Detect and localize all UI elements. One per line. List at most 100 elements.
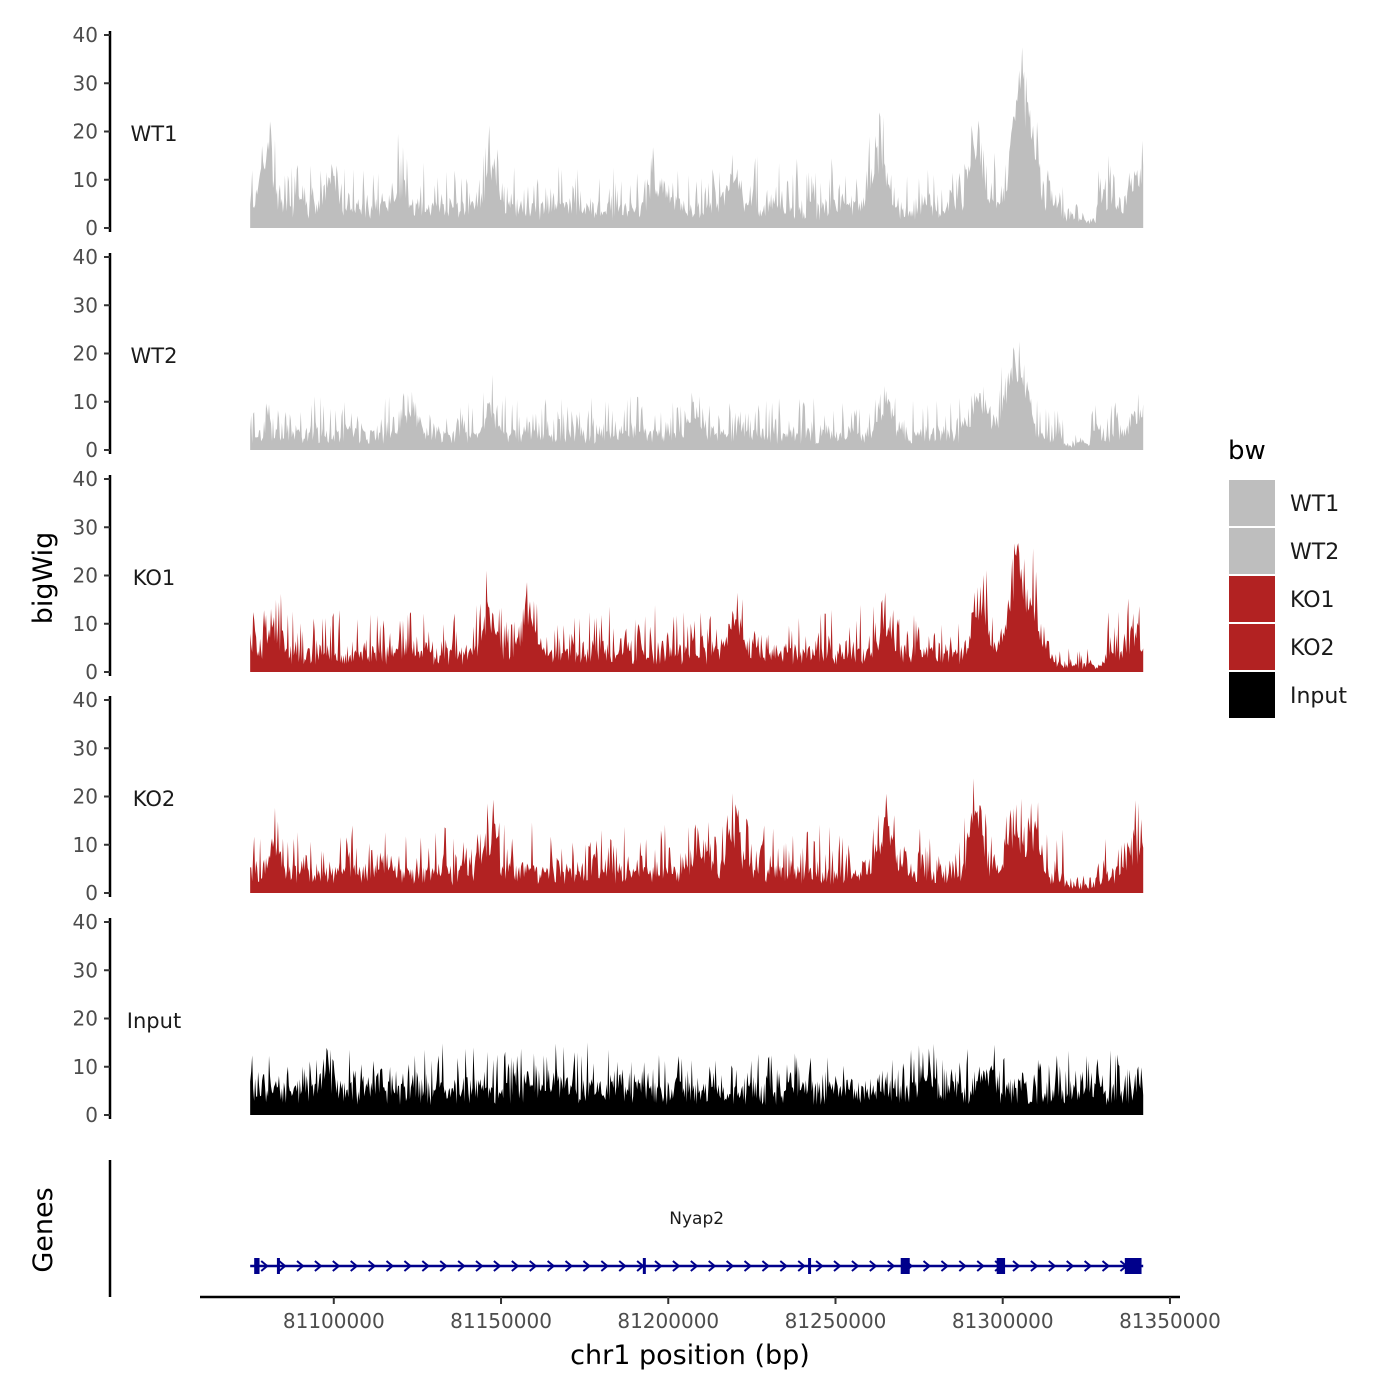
legend-label-wt1: WT1	[1290, 492, 1339, 517]
strand-arrow	[940, 1260, 949, 1272]
y-tick-label: 20	[73, 120, 98, 144]
track-label-wt2: WT2	[131, 344, 178, 368]
strand-arrow	[1012, 1260, 1021, 1272]
legend-label-ko1: KO1	[1290, 588, 1335, 613]
y-tick-label: 40	[73, 688, 98, 712]
exon	[1124, 1258, 1142, 1274]
y-tick-label: 40	[73, 23, 98, 47]
exon	[254, 1258, 260, 1274]
strand-arrow	[564, 1260, 574, 1272]
exon	[276, 1258, 280, 1274]
y-tick-label: 0	[85, 1103, 98, 1127]
gene-name-label: Nyap2	[669, 1209, 724, 1229]
y-tick-label: 0	[85, 438, 98, 462]
strand-arrow	[851, 1260, 860, 1272]
strand-arrow	[278, 1260, 287, 1272]
y-tick-label: 40	[73, 467, 98, 491]
track-input: 0 10 20 30 40 Input	[73, 910, 1144, 1127]
x-axis: 81100000 81150000 81200000 81250000 81300000…	[200, 1295, 1221, 1333]
x-tick-label: 81250000	[785, 1309, 887, 1333]
strand-arrow	[439, 1260, 448, 1272]
y-tick-label: 10	[73, 168, 98, 192]
track-ko2: 0 10 20 30 40 KO2	[73, 688, 1144, 905]
y-tick-label: 0	[85, 881, 98, 905]
strand-arrow	[672, 1260, 681, 1272]
y-tick-label: 10	[73, 612, 98, 636]
legend-label-input: Input	[1290, 684, 1347, 709]
track-ko1: 0 10 20 30 40 KO1	[73, 467, 1144, 684]
y-tick-label: 10	[73, 833, 98, 857]
y-tick-label: 40	[73, 245, 98, 269]
coverage-area-input	[250, 1042, 1144, 1115]
strand-arrow	[958, 1260, 967, 1272]
x-tick-label: 81100000	[283, 1309, 385, 1333]
track-label-input: Input	[127, 1009, 181, 1033]
genes-axis-title: Genes	[28, 1187, 59, 1272]
strand-arrow	[493, 1260, 502, 1272]
exon	[808, 1258, 812, 1274]
legend: bw WT1 WT2 KO1 KO2 Input	[1228, 436, 1347, 718]
strand-arrow	[922, 1260, 932, 1272]
strand-arrow	[1083, 1260, 1093, 1272]
track-label-wt1: WT1	[131, 122, 178, 146]
strand-arrow	[779, 1260, 788, 1272]
strand-arrow	[797, 1260, 806, 1272]
exon	[900, 1258, 910, 1274]
exon	[996, 1258, 1006, 1274]
legend-title: bw	[1228, 436, 1266, 466]
y-tick-label: 30	[73, 958, 98, 982]
strand-arrow	[1066, 1260, 1075, 1272]
x-tick-label: 81150000	[450, 1309, 552, 1333]
y-tick-label: 20	[73, 564, 98, 588]
strand-arrow	[314, 1260, 323, 1272]
strand-arrow	[690, 1260, 699, 1272]
legend-label-wt2: WT2	[1290, 540, 1339, 565]
y-tick-label: 40	[73, 910, 98, 934]
strand-arrow	[546, 1260, 556, 1272]
y-tick-label: 20	[73, 1007, 98, 1031]
x-axis-title: chr1 position (bp)	[570, 1340, 810, 1371]
strand-arrow	[887, 1260, 896, 1272]
strand-arrow	[296, 1260, 305, 1272]
gene-panel: Nyap2	[108, 1160, 1144, 1297]
y-tick-label: 10	[73, 1055, 98, 1079]
strand-arrow	[976, 1260, 985, 1272]
strand-arrow	[654, 1260, 663, 1272]
legend-swatch-wt1	[1229, 480, 1275, 526]
legend-swatch-input	[1229, 672, 1275, 718]
legend-label-ko2: KO2	[1290, 636, 1335, 661]
track-label-ko2: KO2	[133, 787, 176, 811]
strand-arrow	[529, 1260, 538, 1272]
strand-arrow	[260, 1260, 269, 1272]
strand-arrow	[350, 1260, 359, 1272]
legend-swatch-ko1	[1229, 576, 1275, 622]
strand-arrow	[1101, 1260, 1111, 1272]
x-tick-label: 81200000	[617, 1309, 719, 1333]
y-tick-label: 30	[73, 293, 98, 317]
strand-arrow	[869, 1260, 878, 1272]
y-tick-label: 30	[73, 515, 98, 539]
coverage-area-ko2	[250, 778, 1144, 893]
exon	[642, 1258, 646, 1274]
y-tick-label: 20	[73, 785, 98, 809]
strand-arrow	[1048, 1260, 1057, 1272]
strand-arrow	[618, 1260, 627, 1272]
coverage-area-wt1	[250, 47, 1144, 228]
y-tick-label: 20	[73, 342, 98, 366]
strand-arrow	[600, 1260, 609, 1272]
y-axis-title: bigWig	[28, 532, 59, 625]
y-tick-label: 0	[85, 216, 98, 240]
strand-arrow	[421, 1260, 430, 1272]
strand-arrow	[833, 1260, 842, 1272]
track-label-ko1: KO1	[133, 566, 176, 590]
strand-arrow	[511, 1260, 520, 1272]
y-tick-label: 10	[73, 390, 98, 414]
strand-arrow	[475, 1260, 484, 1272]
track-wt1: 0 10 20 30 40 WT1	[73, 23, 1144, 240]
y-tick-label: 30	[73, 736, 98, 760]
strand-arrow	[582, 1260, 591, 1272]
legend-swatch-wt2	[1229, 528, 1275, 574]
x-tick-label: 81300000	[952, 1309, 1054, 1333]
